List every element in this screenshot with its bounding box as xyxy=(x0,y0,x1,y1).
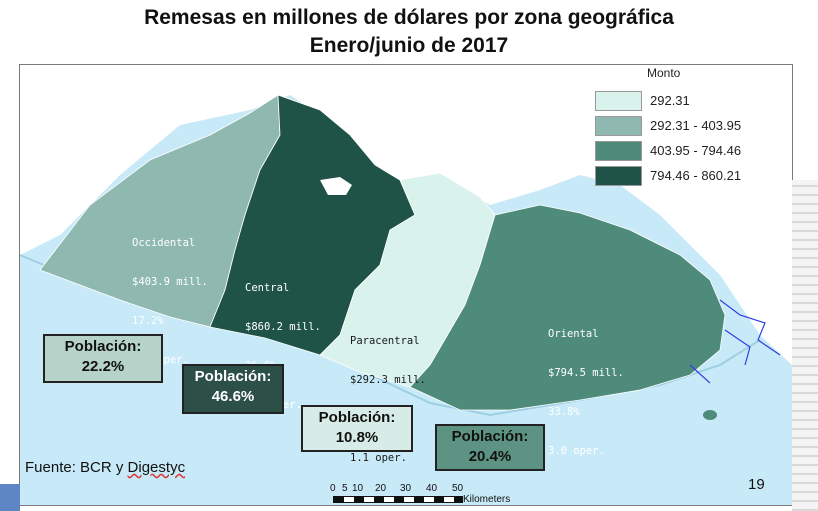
population-box-occidental: Población: 22.2% xyxy=(43,334,163,383)
oriental-ops: 3.0 oper. xyxy=(548,445,605,457)
neighbor-land xyxy=(20,65,792,365)
island xyxy=(595,376,615,386)
population-value: 46.6% xyxy=(211,388,255,405)
oriental-name: Oriental xyxy=(548,328,599,340)
scale-tick: 10 xyxy=(352,483,364,494)
source-prefix: Fuente: BCR y xyxy=(25,459,128,476)
population-box-paracentral: Población: 10.8% xyxy=(301,405,413,452)
legend-item: 403.95 - 794.46 xyxy=(595,138,785,163)
paracentral-name: Paracentral xyxy=(350,335,420,347)
oriental-amount: $794.5 mill. xyxy=(548,367,624,379)
legend-label: 292.31 - 403.95 xyxy=(650,118,742,133)
scale-tick: 20 xyxy=(375,483,387,494)
legend-swatch xyxy=(595,90,642,111)
population-box-oriental: Población: 20.4% xyxy=(435,424,545,471)
scale-bar: 0 5 10 20 30 40 50 Kilometers xyxy=(325,483,525,509)
map-subtitle: Enero/junio de 2017 xyxy=(309,34,509,57)
legend-label: 292.31 xyxy=(650,93,690,108)
population-value: 22.2% xyxy=(81,358,125,375)
legend-item: 794.46 - 860.21 xyxy=(595,163,785,188)
legend: Monto 292.31 292.31 - 403.95 403.95 - 79… xyxy=(595,66,785,188)
legend-item: 292.31 - 403.95 xyxy=(595,113,785,138)
label-oriental: Oriental $794.5 mill. 33.8% 3.0 oper. xyxy=(548,302,624,484)
map-title: Remesas en millones de dólares por zona … xyxy=(144,6,674,29)
legend-swatch xyxy=(595,165,642,186)
el-salvador-map xyxy=(20,65,792,420)
slide-decoration-left xyxy=(0,484,20,511)
legend-item: 292.31 xyxy=(595,88,785,113)
oriental-share: 33.8% xyxy=(548,406,580,418)
map-frame: Occidental $403.9 mill. 17.2% 1.6 oper. … xyxy=(19,64,793,506)
occidental-name: Occidental xyxy=(132,237,196,249)
legend-swatch xyxy=(595,140,642,161)
label-paracentral: Paracentral $292.3 mill. 12.4% 1.1 oper. xyxy=(350,309,426,491)
central-name: Central xyxy=(245,282,290,294)
scale-bar-graphic xyxy=(333,496,463,503)
source-org: Digestyc xyxy=(127,459,186,476)
scale-tick: 50 xyxy=(452,483,464,494)
scale-unit: Kilometers xyxy=(463,494,511,505)
scale-tick: 5 xyxy=(342,483,348,494)
paracentral-amount: $292.3 mill. xyxy=(350,374,426,386)
legend-label: 403.95 - 794.46 xyxy=(650,143,742,158)
occidental-share: 17.2% xyxy=(132,315,164,327)
scale-tick: 40 xyxy=(426,483,438,494)
paracentral-ops: 1.1 oper. xyxy=(350,452,407,464)
slide-decoration-right xyxy=(792,180,818,511)
occidental-amount: $403.9 mill. xyxy=(132,276,208,288)
legend-label: 794.46 - 860.21 xyxy=(650,168,742,183)
page-number: 19 xyxy=(748,476,765,493)
lake-ilopango xyxy=(320,177,352,195)
legend-title: Monto xyxy=(647,66,681,80)
population-value: 20.4% xyxy=(468,448,512,465)
source-note: Fuente: BCR y Digestyc xyxy=(25,459,185,476)
island xyxy=(703,410,717,420)
population-value: 10.8% xyxy=(335,429,379,446)
population-box-central: Población: 46.6% xyxy=(182,364,284,414)
central-amount: $860.2 mill. xyxy=(245,321,321,333)
population-label: Población: xyxy=(318,409,396,426)
population-label: Población: xyxy=(451,428,529,445)
region-oriental xyxy=(409,204,726,411)
population-label: Población: xyxy=(194,368,272,385)
gulf-channels xyxy=(689,299,781,384)
scale-tick: 30 xyxy=(400,483,412,494)
population-label: Población: xyxy=(64,338,142,355)
legend-swatch xyxy=(595,115,642,136)
scale-tick: 0 xyxy=(330,483,336,494)
